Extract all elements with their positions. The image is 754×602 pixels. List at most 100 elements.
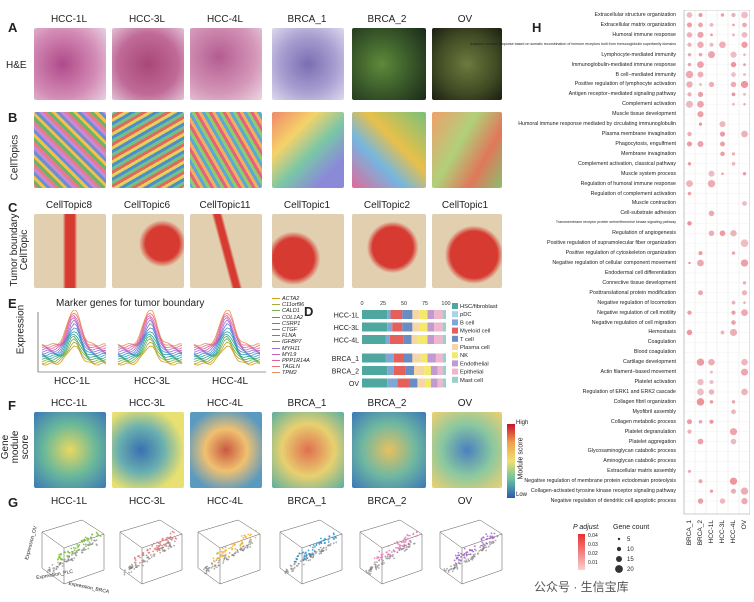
watermark: 公众号 · 生信宝库 [534, 580, 629, 594]
go-dot [697, 71, 704, 78]
celltopic-map-hcc1l [34, 112, 106, 188]
go-dot [719, 498, 726, 504]
scatter-point-bg [473, 555, 475, 557]
go-dot [743, 73, 746, 76]
scatter-point-bg [446, 567, 449, 570]
scatter-point-bg [332, 542, 335, 545]
scatter-point [373, 557, 376, 559]
scatter-point-bg [492, 541, 495, 544]
scatter-point-bg [299, 560, 302, 563]
module-header-2: HCC-4L [206, 398, 244, 409]
bar-legend-swatch [452, 344, 458, 350]
marker-line-ACTA2 [193, 345, 261, 366]
scatter-point [224, 550, 226, 553]
gene-legend-item: ACTA2 [272, 296, 316, 302]
scatter-point [241, 542, 244, 545]
go-dot [698, 290, 703, 296]
go-term: Regulation of angiogenesis [612, 230, 676, 237]
gene-legend-swatch [272, 335, 280, 337]
scatter-point [304, 557, 306, 560]
bar-legend-label: Myeloid cell [460, 329, 490, 335]
scatter-point [133, 561, 136, 564]
go-dot [686, 329, 693, 336]
gene-legend-label: MYH11 [282, 345, 300, 352]
scatter-point [171, 537, 174, 540]
scatter-point [414, 535, 417, 538]
marker-line-CALD1 [193, 338, 261, 363]
scatter-point-bg [293, 563, 296, 566]
marker-line-TPM2 [41, 310, 107, 347]
go-dot [708, 230, 715, 237]
scatter-point [175, 537, 178, 540]
bar-xtick: 75 [422, 301, 428, 307]
scatter-point [376, 557, 379, 560]
scatter-point-bg [290, 565, 293, 568]
scatter-point [298, 552, 301, 555]
scatter-point-bg [225, 557, 228, 559]
scatter-point-bg [84, 543, 87, 546]
bar-legend-swatch [452, 319, 458, 326]
scatter-point [240, 535, 243, 537]
celltopic-map-hcc3l [112, 112, 184, 188]
go-dot [710, 370, 713, 374]
scatter-point-bg [381, 561, 384, 564]
go-dot [732, 102, 735, 106]
scatter-point-bg [391, 555, 394, 558]
marker-line-MYL9 [193, 316, 261, 352]
go-dot [743, 103, 746, 106]
go-dot [687, 52, 692, 57]
scatter-point-bg [156, 550, 159, 552]
go-dot [719, 41, 726, 49]
scatter-point-bg [488, 542, 491, 544]
scatter-point [482, 536, 485, 539]
go-term: B cell−mediated immunity [615, 71, 677, 78]
scatter-point [302, 559, 305, 562]
scatter-point-bg [471, 555, 474, 558]
scatter-point-bg [412, 542, 415, 545]
scatter-point [490, 532, 493, 535]
go-dot [687, 221, 692, 226]
bar-segment-Endothelial [427, 335, 435, 344]
scatter-point [57, 557, 60, 560]
bar-segment-Epithelial [434, 310, 443, 319]
scatter-cube-edge [141, 569, 183, 585]
bar-legend-swatch [452, 311, 458, 318]
scatter-3d-4 [359, 519, 423, 585]
bar-legend-swatch [452, 303, 458, 309]
go-dot [721, 172, 724, 176]
scatter-point-bg [135, 566, 138, 568]
scatter-cube-edge [197, 531, 221, 549]
scatter-point-bg [223, 556, 226, 559]
scatter-cube-edge [359, 531, 383, 549]
he-tile-brca2 [352, 28, 426, 100]
marker-line-PPP1R14A [117, 314, 183, 350]
scatter-point-bg [149, 553, 152, 556]
bar-legend-swatch [452, 360, 458, 367]
go-term: Cell-substrate adhesion [620, 210, 676, 217]
go-dot [697, 91, 704, 97]
scatter-point [68, 551, 71, 554]
scatter-point-bg [388, 557, 391, 560]
go-term: Glycosaminoglycan catabolic process [587, 448, 676, 455]
go-term: Immunoglobulin-mediated immune response [571, 61, 676, 68]
scatter-point-bg [239, 549, 242, 551]
scatter-cube-edge [119, 531, 143, 549]
scatter-point [381, 556, 384, 559]
gene-count-tick: 20 [627, 567, 634, 573]
scatter-point-bg [450, 565, 452, 568]
scatter-point-bg [88, 541, 91, 544]
boundary-map-0 [34, 214, 106, 288]
go-dot [720, 141, 725, 147]
scatter-point [213, 560, 216, 563]
go-term: Muscle tissue development [612, 111, 676, 118]
go-dot [731, 92, 736, 97]
scatter-point-bg [452, 567, 455, 570]
scatter-point-bg [58, 563, 61, 566]
bar-legend-label: Epithelial [460, 370, 484, 376]
gene-count-tick: 5 [627, 537, 631, 543]
scatter-point [373, 561, 376, 563]
go-dot [731, 409, 736, 415]
bar-legend-label: B cell [460, 320, 474, 326]
scatter-point [249, 540, 252, 543]
scatter-point-bg [445, 569, 447, 572]
